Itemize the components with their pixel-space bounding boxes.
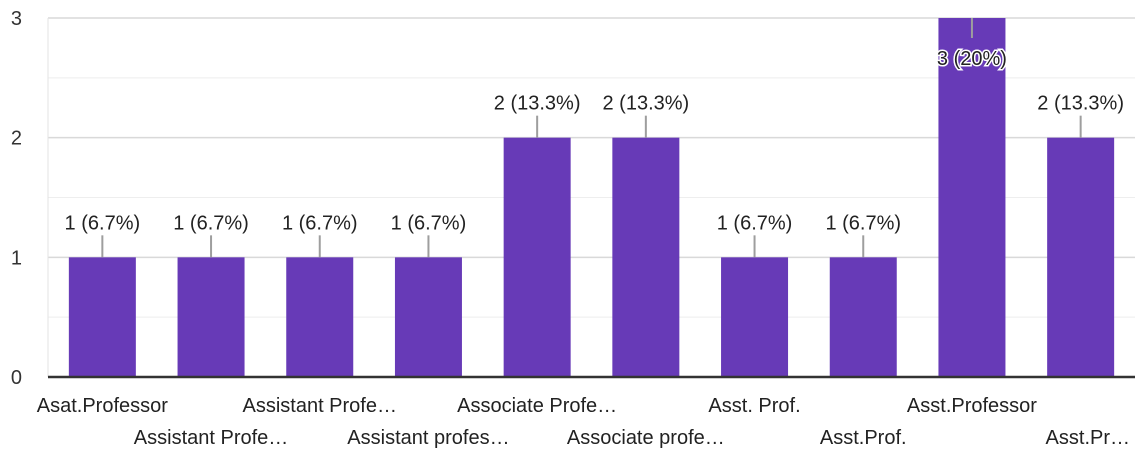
category-label: Associate Profe… [457, 395, 617, 417]
data-label: 1 (6.7%) [65, 212, 141, 234]
category-labels: Asat.Professor Assistant Profe… Assistant … [37, 395, 1130, 449]
bar [68, 257, 136, 377]
y-tick-label: 3 [11, 8, 22, 30]
bar [503, 137, 571, 377]
bar [394, 257, 462, 377]
category-label: Asst.Professor [907, 395, 1037, 417]
y-tick-label: 0 [11, 367, 22, 389]
data-label: 2 (13.3%) [494, 93, 581, 115]
bar [829, 257, 897, 377]
data-label: 1 (6.7%) [717, 212, 793, 234]
bar [286, 257, 354, 377]
y-tick-label: 2 [11, 128, 22, 150]
bar [721, 257, 789, 377]
category-label: Asst.Prof. [820, 427, 907, 449]
bar [1047, 137, 1115, 377]
data-label: 1 (6.7%) [825, 212, 901, 234]
category-label: Assistant Profe… [134, 427, 289, 449]
bar [612, 137, 680, 377]
data-label: 2 (13.3%) [602, 93, 689, 115]
category-label: Asst. Prof. [708, 395, 800, 417]
bar [938, 18, 1006, 377]
y-tick-label: 1 [11, 247, 22, 269]
data-label: 2 (13.3%) [1037, 93, 1124, 115]
category-label: Associate profe… [567, 427, 725, 449]
bars [68, 18, 1115, 377]
category-label: Asat.Professor [37, 395, 169, 417]
data-label: 3 (20%) [937, 48, 1007, 70]
y-axis-ticks: 0 1 2 3 [11, 8, 22, 389]
data-label: 1 (6.7%) [173, 212, 249, 234]
category-label: Assistant Profe… [242, 395, 397, 417]
category-label: Assistant profes… [347, 427, 509, 449]
data-label: 1 (6.7%) [282, 212, 358, 234]
category-label: Asst.Pr… [1046, 427, 1130, 449]
bar [177, 257, 245, 377]
data-labels: 1 (6.7%) 1 (6.7%) 1 (6.7%) 1 (6.7%) 2 (13.3%… [65, 18, 1124, 258]
data-label: 1 (6.7%) [391, 212, 467, 234]
